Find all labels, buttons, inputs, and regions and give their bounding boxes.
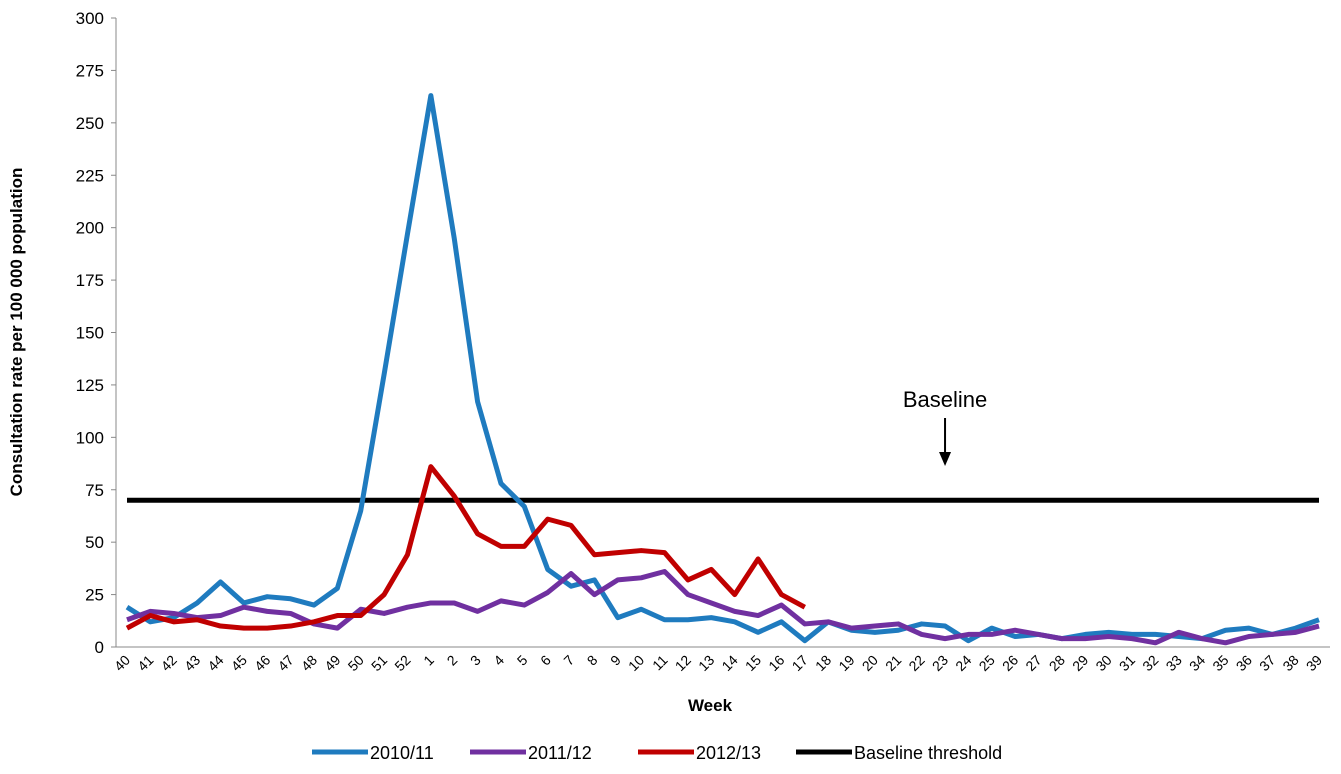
x-tick-label: 15	[742, 652, 764, 674]
y-tick-label: 275	[76, 61, 104, 80]
y-tick-label: 150	[76, 324, 104, 343]
y-tick-label: 100	[76, 428, 104, 447]
x-tick-label: 49	[321, 652, 343, 674]
y-tick-label: 175	[76, 271, 104, 290]
x-tick-label: 17	[789, 652, 811, 674]
x-tick-label: 41	[134, 652, 156, 674]
x-tick-label: 3	[467, 652, 484, 669]
x-tick-label: 23	[929, 652, 951, 674]
series-line	[126, 569, 1320, 646]
y-tick-label: 225	[76, 166, 104, 185]
annotation: Baseline	[903, 387, 987, 412]
x-tick-label: 32	[1139, 652, 1161, 674]
y-tick-label: 125	[76, 376, 104, 395]
x-tick-label: 21	[882, 652, 904, 674]
x-tick-label: 46	[251, 652, 273, 674]
x-tick-label: 30	[1092, 652, 1114, 674]
x-tick-label: 47	[274, 652, 296, 674]
series-line	[125, 464, 806, 631]
legend-label: 2011/12	[528, 743, 592, 763]
x-tick-label: 22	[905, 652, 927, 674]
x-tick-label: 52	[391, 652, 413, 674]
y-tick-label: 300	[76, 9, 104, 28]
x-tick-label: 26	[999, 652, 1021, 674]
y-tick-label: 50	[85, 533, 104, 552]
x-tick-label: 9	[607, 652, 624, 669]
y-tick-label: 0	[95, 638, 104, 657]
y-tick-label: 200	[76, 219, 104, 238]
x-tick-label: 39	[1303, 652, 1325, 674]
x-tick-label: 28	[1046, 652, 1068, 674]
x-tick-label: 6	[537, 652, 554, 669]
x-tick-label: 33	[1163, 652, 1185, 674]
series-line	[125, 93, 1320, 644]
x-tick-label: 27	[1022, 652, 1044, 674]
x-tick-label: 35	[1209, 652, 1231, 674]
legend-label: 2010/11	[370, 743, 434, 763]
legend-label: Baseline threshold	[854, 743, 1002, 763]
x-tick-label: 24	[952, 652, 974, 674]
x-tick-label: 8	[584, 652, 601, 669]
x-tick-label: 37	[1256, 652, 1278, 674]
x-axis-label: Week	[688, 696, 733, 715]
y-axis-label: Consultation rate per 100 000 population	[7, 168, 26, 497]
y-tick-label: 75	[85, 481, 104, 500]
x-tick-label: 13	[695, 652, 717, 674]
x-tick-label: 12	[672, 652, 694, 674]
x-tick-label: 5	[514, 652, 531, 669]
x-tick-label: 18	[812, 652, 834, 674]
x-tick-label: 20	[859, 652, 881, 674]
annotation-arrowhead	[939, 452, 952, 466]
x-tick-label: 19	[835, 652, 857, 674]
x-tick-label: 14	[718, 652, 740, 674]
x-tick-label: 1	[420, 652, 437, 669]
x-tick-label: 43	[181, 652, 203, 674]
x-tick-label: 4	[490, 652, 507, 669]
x-tick-label: 45	[228, 652, 250, 674]
x-tick-label: 42	[158, 652, 180, 674]
x-tick-label: 16	[765, 652, 787, 674]
x-tick-label: 50	[345, 652, 367, 674]
x-tick-label: 36	[1233, 652, 1255, 674]
y-tick-label: 250	[76, 114, 104, 133]
x-tick-label: 51	[368, 652, 390, 674]
x-tick-label: 44	[204, 652, 226, 674]
x-tick-label: 29	[1069, 652, 1091, 674]
x-tick-label: 31	[1116, 652, 1138, 674]
x-tick-label: 34	[1186, 652, 1208, 674]
y-tick-label: 25	[85, 586, 104, 605]
legend-label: 2012/13	[696, 743, 761, 763]
x-tick-label: 25	[976, 652, 998, 674]
x-tick-label: 10	[625, 652, 647, 674]
x-tick-label: 40	[111, 652, 133, 674]
x-tick-label: 11	[649, 652, 671, 674]
x-tick-label: 48	[298, 652, 320, 674]
x-tick-label: 2	[444, 652, 461, 669]
x-tick-label: 7	[560, 652, 577, 669]
x-tick-label: 38	[1279, 652, 1301, 674]
